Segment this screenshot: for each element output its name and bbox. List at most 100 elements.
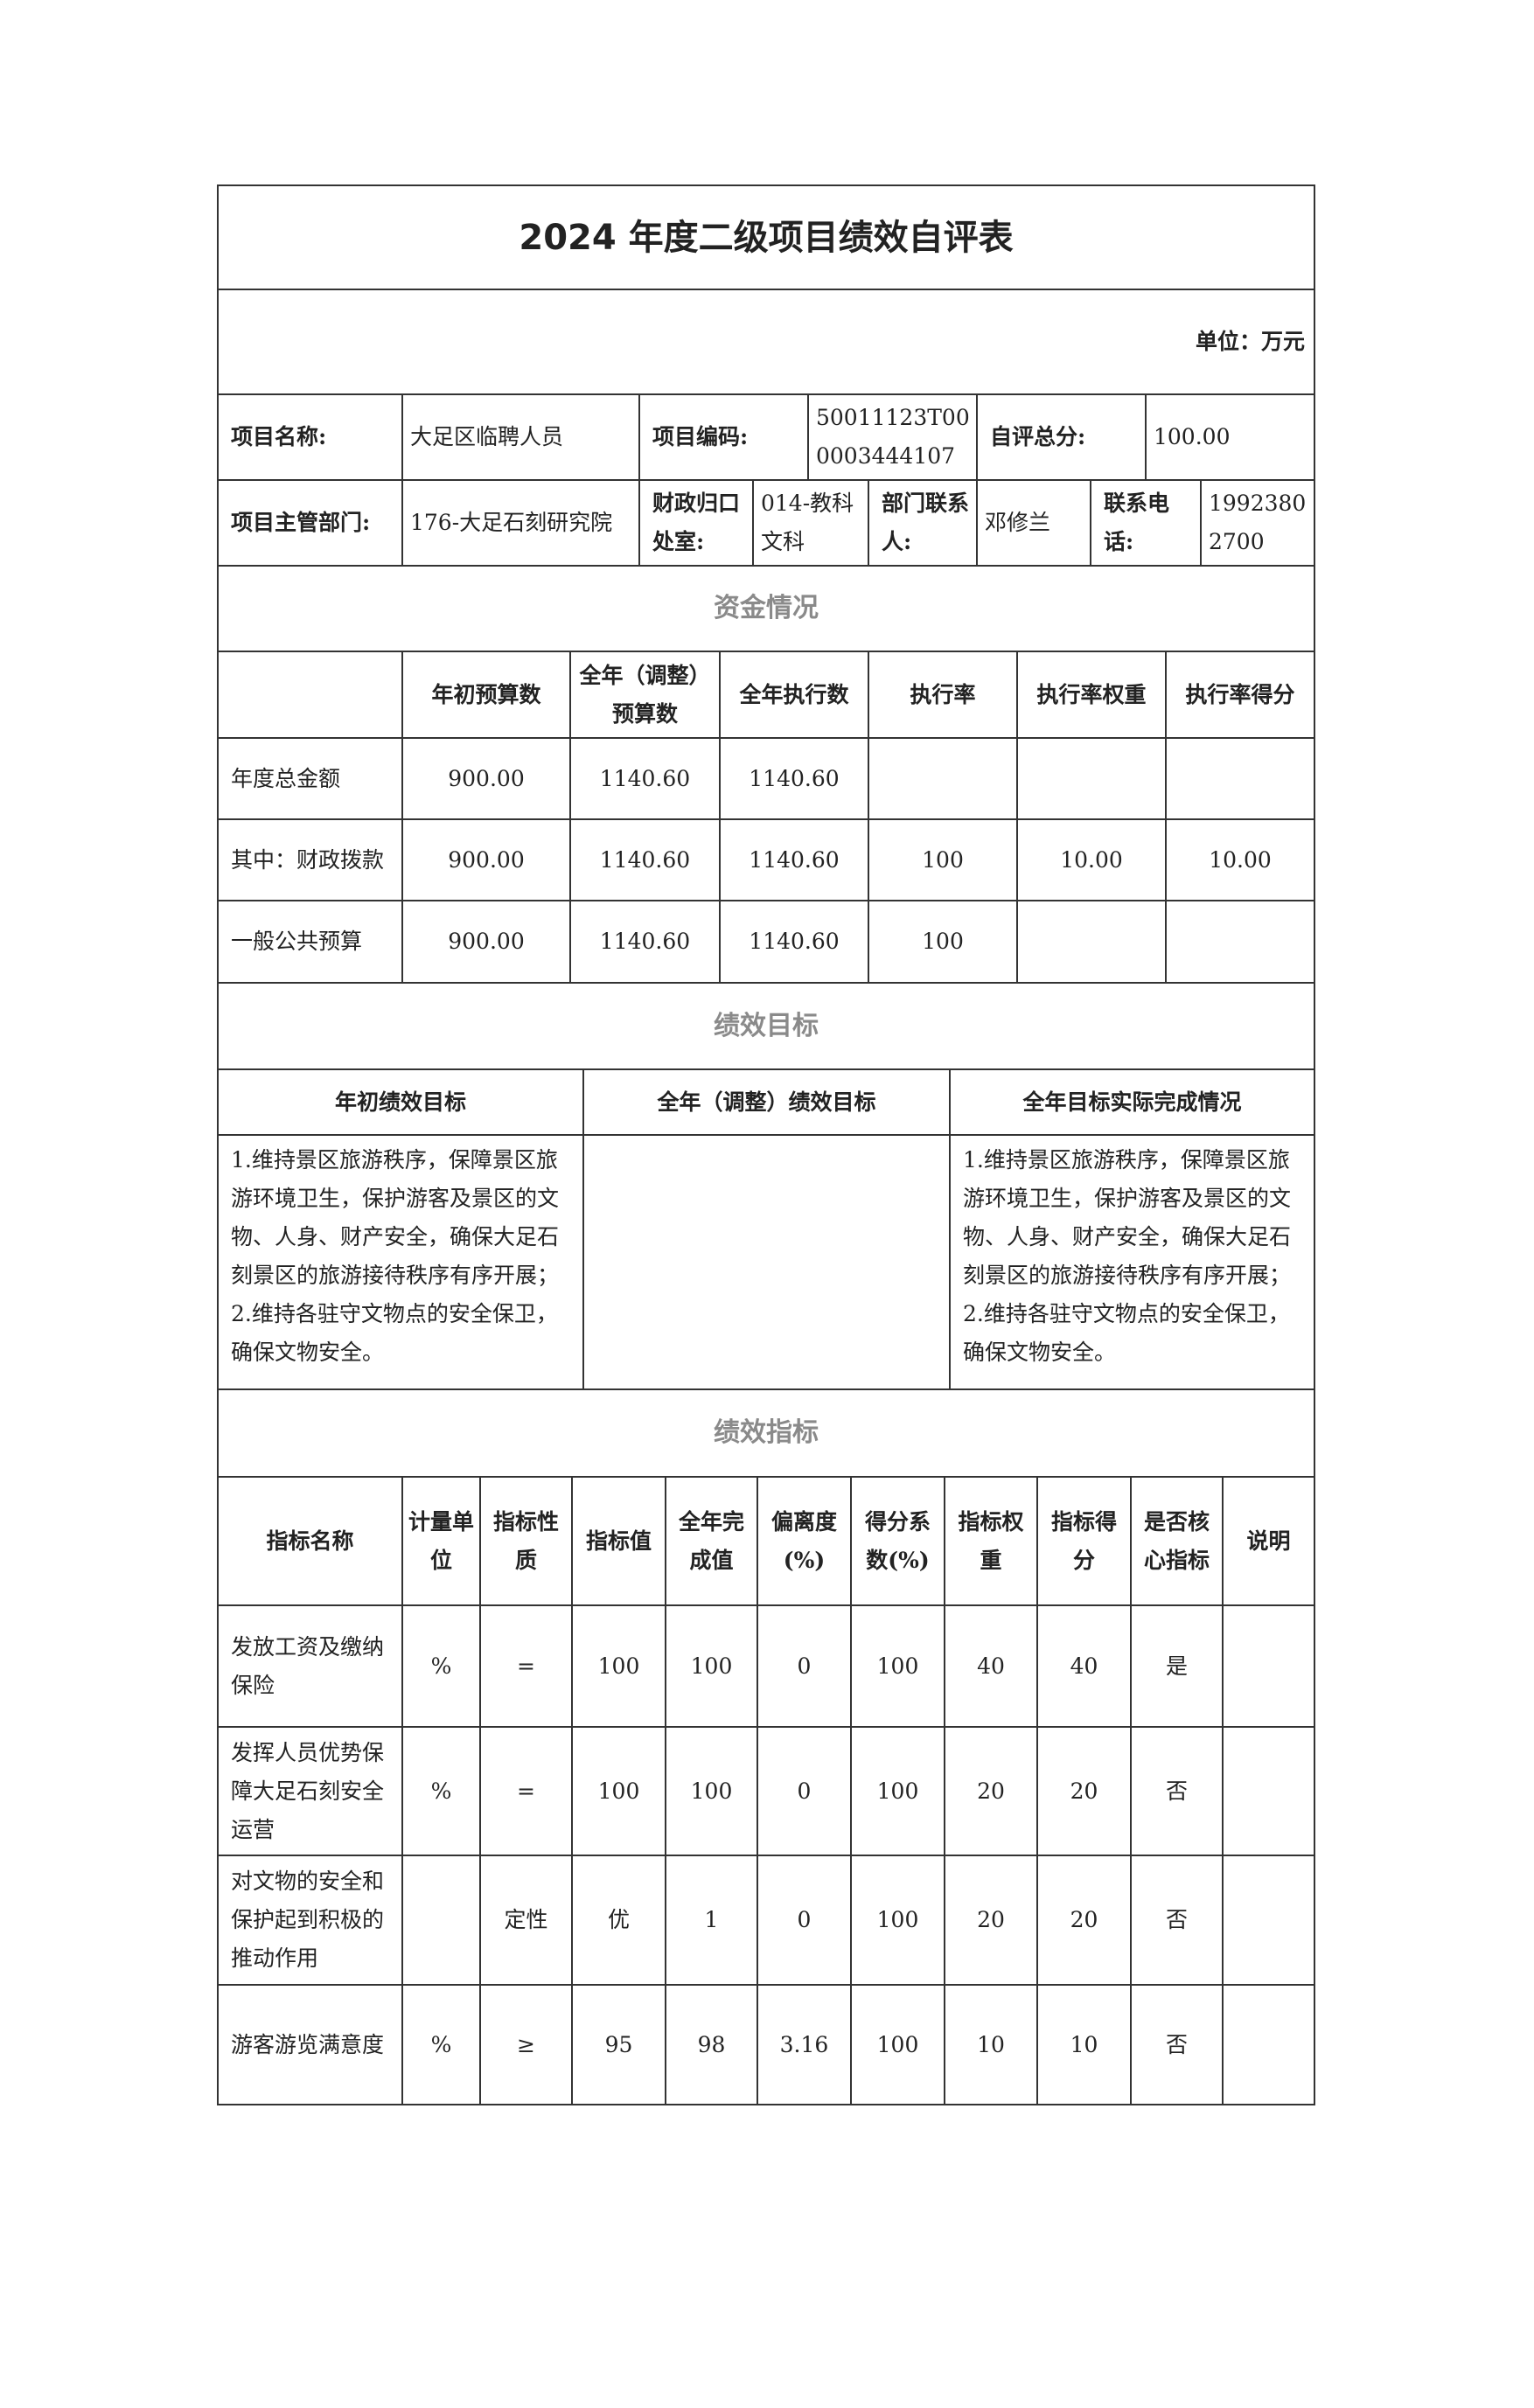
funds-header: 全年（调整）预算数 <box>569 651 721 739</box>
cell-text: 100 <box>876 1653 919 1679</box>
cell-text: 100 <box>690 1778 733 1804</box>
indicator-header: 指标性质 <box>479 1476 573 1606</box>
cell-text: 014-教科文科 <box>761 491 854 554</box>
indicator-cell: 发挥人员优势保障大足石刻安全运营 <box>217 1726 403 1856</box>
indicator-header: 指标值 <box>571 1476 666 1606</box>
cell-text: 全年（调整）预算数 <box>579 662 711 727</box>
indicator-header: 得分系数(%) <box>850 1476 945 1606</box>
funds-cell: 1140.60 <box>719 818 869 901</box>
section-goals: 绩效目标 <box>217 982 1315 1070</box>
funds-cell: 900.00 <box>401 900 571 984</box>
indicator-cell: 0 <box>757 1855 852 1986</box>
cell-text: 0 <box>797 1907 812 1932</box>
cell-text: 联系电话: <box>1104 491 1170 554</box>
indicator-cell: = <box>479 1604 573 1728</box>
cell-text: 40 <box>1070 1653 1098 1679</box>
cell-text: 全年完成值 <box>678 1508 744 1573</box>
indicator-cell: % <box>401 1726 481 1856</box>
cell-text: 得分系数(%) <box>864 1508 931 1573</box>
indicator-cell: 定性 <box>479 1855 573 1986</box>
cell-text: 否 <box>1165 2031 1188 2057</box>
funds-cell: 1140.60 <box>719 900 869 984</box>
funds-cell: 10.00 <box>1165 818 1315 901</box>
cell-text: % <box>430 1778 452 1804</box>
info-phone_label: 联系电话: <box>1090 479 1202 567</box>
funds-header-blank <box>217 651 403 739</box>
cell-text: 1 <box>704 1907 719 1932</box>
funds-cell: 一般公共预算 <box>217 900 403 984</box>
cell-text: 0 <box>797 1653 812 1679</box>
cell-text: 100.00 <box>1154 424 1231 449</box>
cell-text: 全年目标实际完成情况 <box>1022 1089 1242 1115</box>
cell-text: 执行率 <box>910 681 976 707</box>
indicator-header: 全年完成值 <box>665 1476 758 1606</box>
cell-text: 20 <box>977 1778 1005 1804</box>
unit-label: 单位：万元 <box>217 289 1315 395</box>
info-phone: 19923802700 <box>1200 479 1315 567</box>
cell-text: 优 <box>607 1907 630 1932</box>
cell-text: 指标名称 <box>266 1528 354 1554</box>
cell-text: = <box>517 1653 535 1679</box>
indicator-cell: 40 <box>1036 1604 1132 1728</box>
indicator-header: 偏离度(%) <box>757 1476 852 1606</box>
cell-text: 100 <box>597 1653 640 1679</box>
funds-cell <box>1016 900 1167 984</box>
indicator-cell: ≥ <box>479 1984 573 2105</box>
cell-text: 900.00 <box>448 765 525 791</box>
cell-text: 900.00 <box>448 846 525 873</box>
cell-text: 3.16 <box>779 2031 829 2057</box>
section-indicators: 绩效指标 <box>217 1388 1315 1478</box>
indicator-cell: 100 <box>850 1984 945 2105</box>
indicator-cell: 10 <box>1036 1984 1132 2105</box>
indicator-cell: 优 <box>571 1855 666 1986</box>
cell-text: 100 <box>922 929 964 954</box>
cell-text: 绩效目标 <box>714 1010 819 1041</box>
funds-header: 执行率权重 <box>1016 651 1167 739</box>
cell-text: 900.00 <box>448 929 525 954</box>
goals-header: 全年（调整）绩效目标 <box>582 1068 951 1136</box>
cell-text: 发放工资及缴纳保险 <box>231 1633 385 1698</box>
indicator-cell: 40 <box>944 1604 1038 1728</box>
indicator-cell: 3.16 <box>757 1984 852 2105</box>
cell-text: 100 <box>876 2031 919 2057</box>
indicator-cell: 98 <box>665 1984 758 2105</box>
cell-text: 指标得分 <box>1050 1508 1117 1573</box>
indicator-cell: % <box>401 1984 481 2105</box>
funds-cell: 100 <box>868 818 1018 901</box>
cell-text: 0 <box>797 1778 812 1804</box>
indicator-cell <box>1222 1726 1315 1856</box>
cell-text: 100 <box>876 1778 919 1804</box>
cell-text: 1140.60 <box>749 765 840 791</box>
indicator-cell: 100 <box>850 1604 945 1728</box>
cell-text: 大足区临聘人员 <box>410 424 564 449</box>
cell-text: 对文物的安全和保护起到积极的推动作用 <box>231 1869 385 1971</box>
cell-text: 1140.60 <box>599 846 691 873</box>
funds-cell: 10.00 <box>1016 818 1167 901</box>
cell-text: 2024 年度二级项目绩效自评表 <box>519 217 1014 258</box>
goals-header: 全年目标实际完成情况 <box>949 1068 1315 1136</box>
form-title: 2024 年度二级项目绩效自评表 <box>217 184 1315 290</box>
cell-text: 100 <box>876 1907 919 1932</box>
cell-text: 年初预算数 <box>431 681 541 707</box>
indicator-cell: 对文物的安全和保护起到积极的推动作用 <box>217 1855 403 1986</box>
cell-text: % <box>430 1653 452 1679</box>
cell-text: 执行率权重 <box>1036 681 1147 707</box>
funds-cell: 年度总金额 <box>217 737 403 820</box>
funds-header: 年初预算数 <box>401 651 571 739</box>
cell-text: 20 <box>1070 1778 1098 1804</box>
indicator-cell: 20 <box>1036 1726 1132 1856</box>
cell-text: 19923802700 <box>1209 491 1307 554</box>
indicator-cell: = <box>479 1726 573 1856</box>
cell-text: 项目名称: <box>231 424 327 449</box>
funds-cell: 1140.60 <box>569 737 721 820</box>
indicator-cell: 100 <box>571 1604 666 1728</box>
indicator-cell: % <box>401 1604 481 1728</box>
indicator-cell: 100 <box>665 1604 758 1728</box>
funds-cell: 100 <box>868 900 1018 984</box>
cell-text: 100 <box>690 1653 733 1679</box>
cell-text: 游客游览满意度 <box>231 2031 385 2057</box>
indicator-cell: 是 <box>1130 1604 1224 1728</box>
cell-text: 100 <box>597 1778 640 1804</box>
funds-header: 执行率 <box>868 651 1018 739</box>
cell-text: 98 <box>697 2031 726 2057</box>
